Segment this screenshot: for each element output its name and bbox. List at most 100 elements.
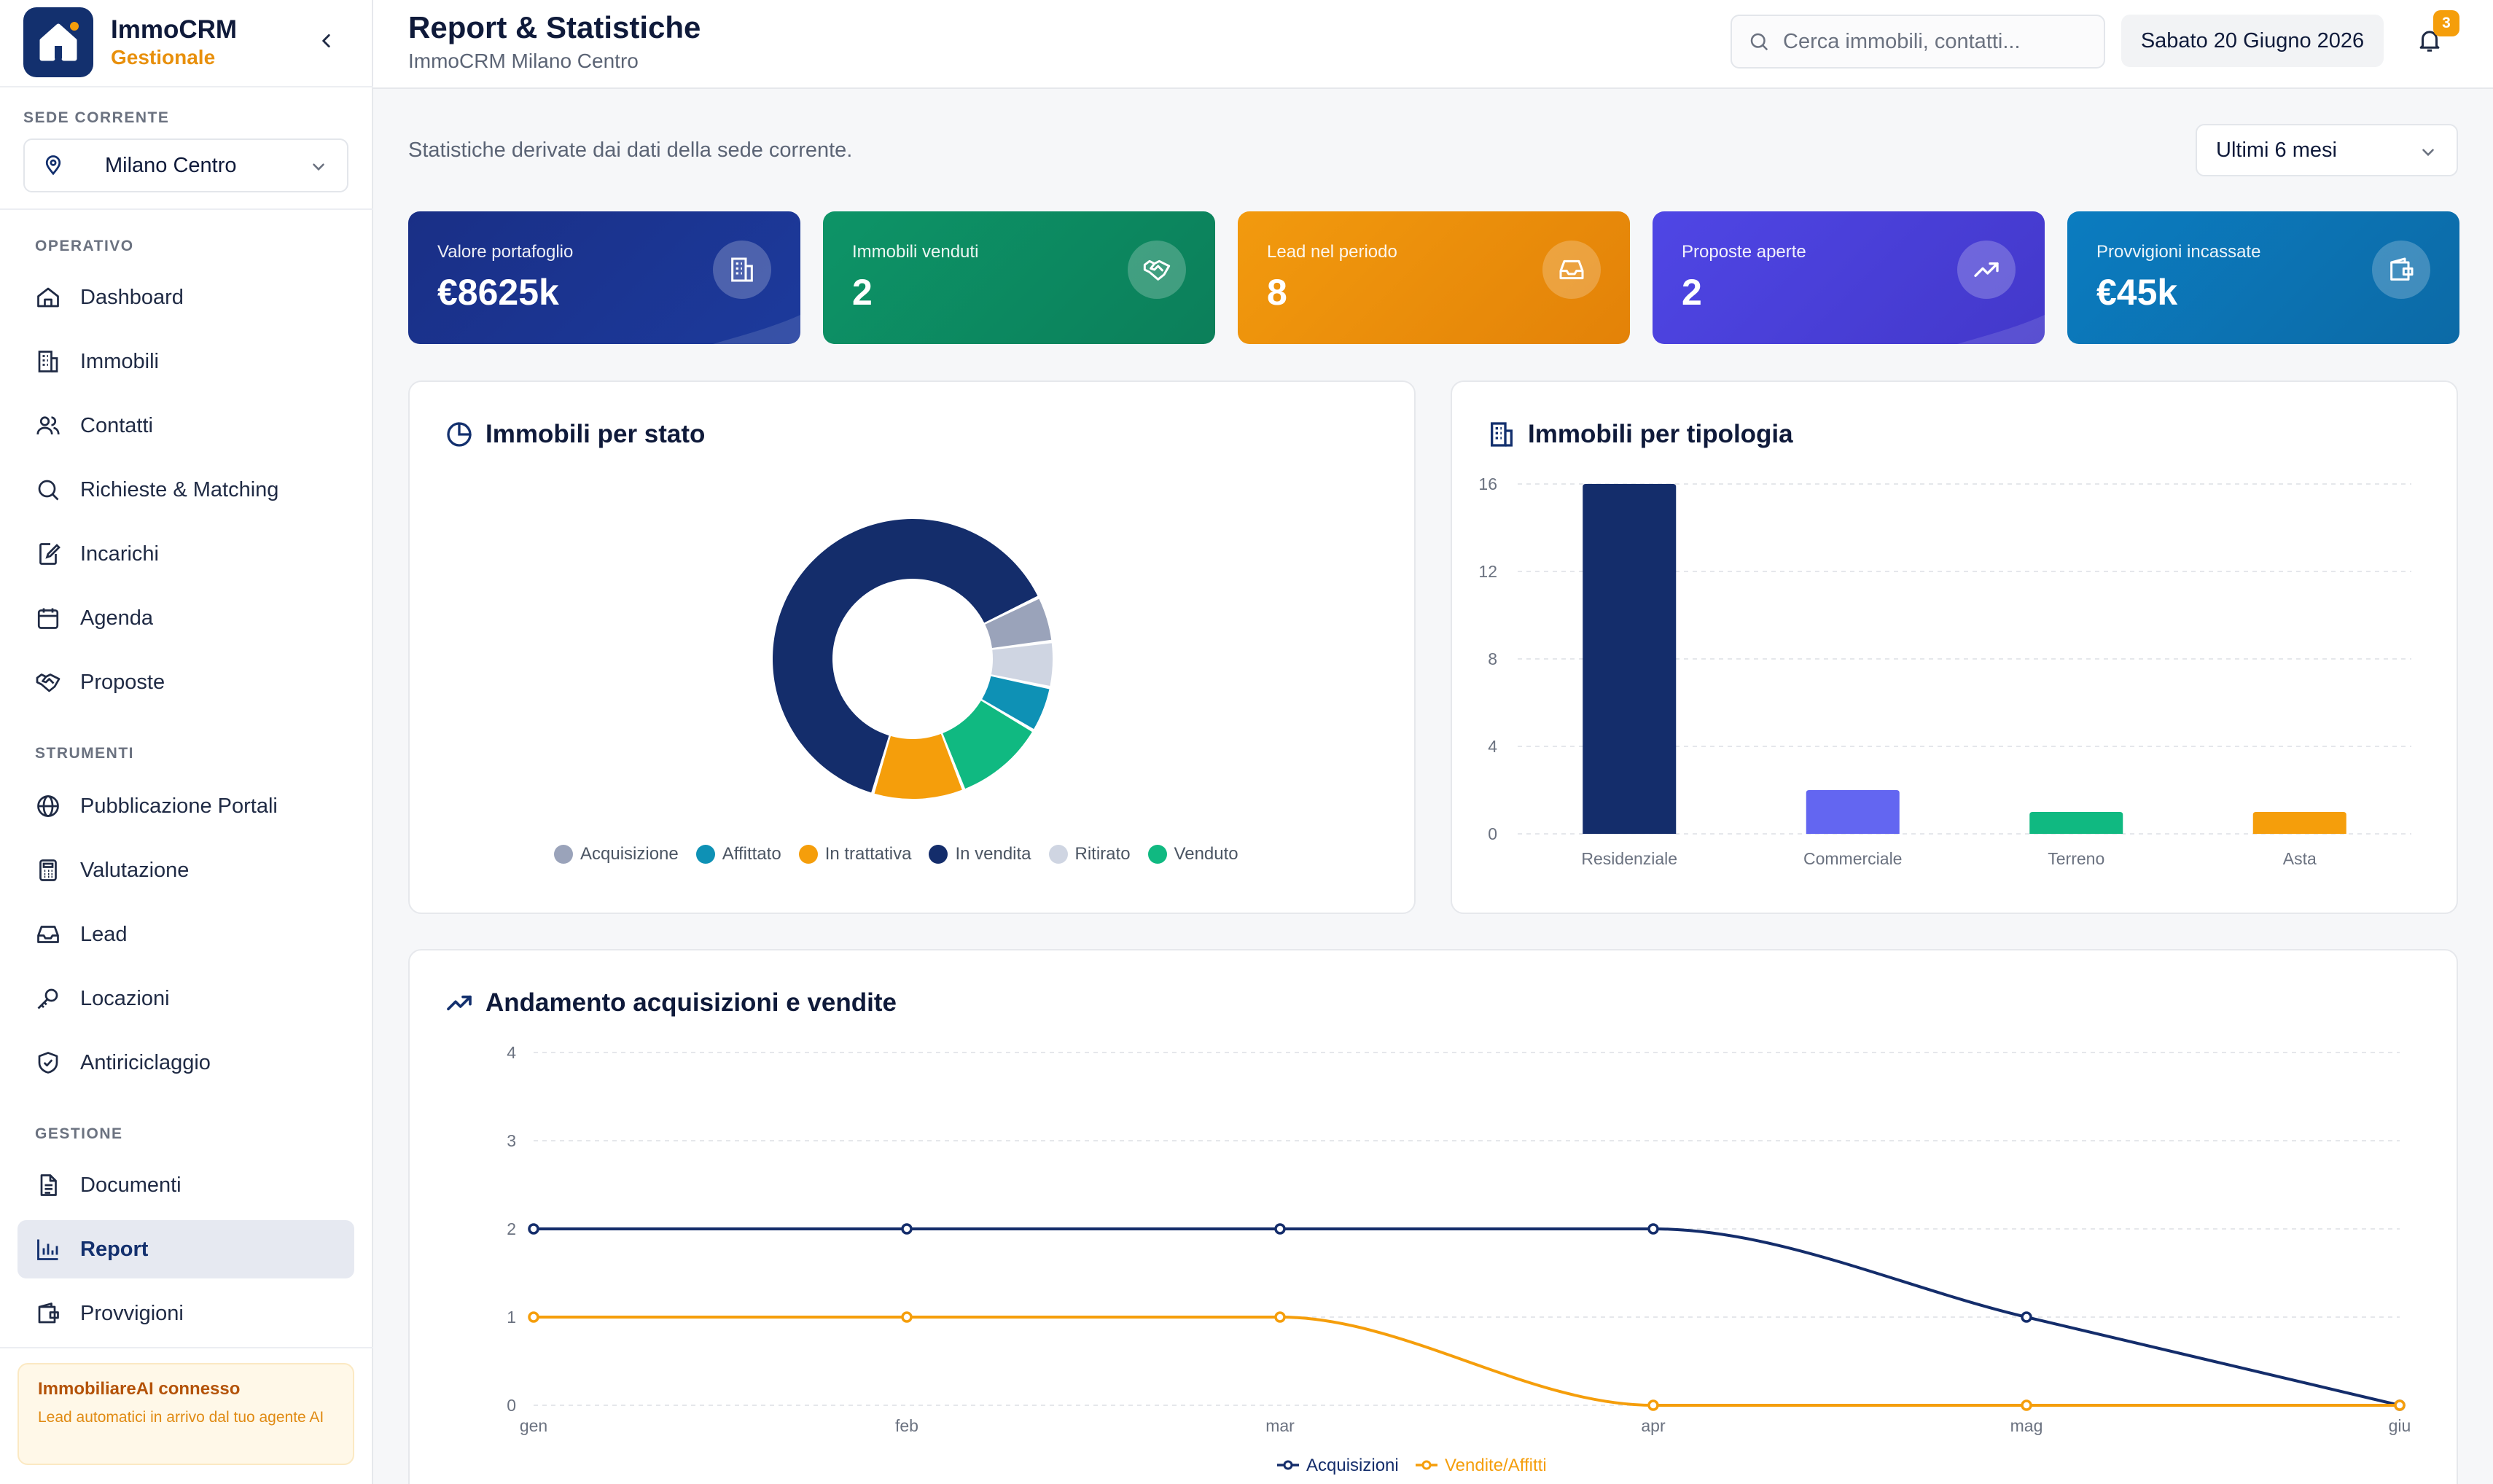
kpi-value: 2 — [1682, 272, 1702, 313]
data-point[interactable] — [2394, 1399, 2406, 1411]
sidebar-item-contatti[interactable]: Contatti — [17, 397, 354, 455]
building-icon — [713, 241, 771, 299]
data-point[interactable] — [901, 1223, 913, 1235]
sidebar-item-immobili[interactable]: Immobili — [17, 332, 354, 391]
kpi-valore-portafoglio[interactable]: Valore portafoglio €8625k — [408, 211, 800, 344]
sidebar-item-provvigioni[interactable]: Provvigioni — [17, 1284, 354, 1343]
card-title-text: Andamento acquisizioni e vendite — [485, 988, 897, 1017]
page-subtitle: ImmoCRM Milano Centro — [408, 50, 639, 72]
sidebar-item-incarichi[interactable]: Incarichi — [17, 525, 354, 583]
y-tick-label: 3 — [507, 1131, 516, 1150]
card-title-text: Immobili per tipologia — [1528, 420, 1793, 448]
data-point[interactable] — [1274, 1311, 1286, 1323]
sede-select[interactable]: Milano Centro — [23, 138, 348, 192]
brand[interactable]: ImmoCRM Gestionale — [23, 7, 237, 77]
data-point[interactable] — [1647, 1223, 1659, 1235]
data-point[interactable] — [901, 1311, 913, 1323]
document-icon — [40, 1174, 57, 1196]
bell-icon[interactable] — [2416, 26, 2443, 54]
legend-marker — [1421, 1460, 1432, 1470]
data-point[interactable] — [528, 1311, 539, 1323]
trending-up-icon — [1957, 241, 2016, 299]
divider — [0, 86, 373, 87]
donut-slice-in-trattativa[interactable] — [874, 733, 962, 799]
section-label-operativo: OPERATIVO — [35, 238, 134, 254]
bar-residenziale[interactable] — [1583, 484, 1677, 834]
bar-chart: 0 4 8 12 16 Residenziale Commerciale Terreno Ast… — [1478, 475, 2411, 868]
bar-asta[interactable] — [2252, 812, 2346, 834]
card-immobili-per-stato: Immobili per stato Acquisizione Affittato… — [408, 380, 1416, 914]
sidebar-item-locazioni[interactable]: Locazioni — [17, 969, 354, 1028]
pie-chart-icon — [447, 422, 472, 447]
sidebar-item-dashboard[interactable]: Dashboard — [17, 268, 354, 327]
sidebar-item-label: Immobili — [80, 349, 159, 373]
donut-slice-affittato[interactable] — [982, 676, 1050, 730]
ai-status-box[interactable]: ImmobiliareAI connesso Lead automatici i… — [17, 1363, 354, 1465]
data-point[interactable] — [2021, 1399, 2032, 1411]
legend-label: In trattativa — [824, 844, 912, 864]
legend-item[interactable]: Affittato — [695, 844, 781, 864]
sidebar-item-documenti[interactable]: Documenti — [17, 1156, 354, 1214]
app-subtitle: Gestionale — [111, 46, 216, 69]
app-name: ImmoCRM — [111, 15, 238, 44]
legend-item[interactable]: Ritirato — [1048, 844, 1131, 864]
sidebar-item-lead[interactable]: Lead — [17, 905, 354, 964]
search-input[interactable]: Cerca immobili, contatti... — [1731, 15, 2105, 69]
ai-status-title: ImmobiliareAI connesso — [38, 1379, 241, 1399]
sidebar: ImmoCRM Gestionale SEDE CORRENTE Milano … — [0, 0, 373, 1484]
period-select[interactable]: Ultimi 6 mesi — [2196, 124, 2458, 176]
kpi-label: Proposte aperte — [1682, 242, 1806, 262]
legend-item[interactable]: Acquisizione — [554, 844, 679, 864]
data-point[interactable] — [2021, 1311, 2032, 1323]
legend-swatch — [929, 845, 948, 864]
donut-slice-ritirato[interactable] — [991, 643, 1053, 686]
sidebar-item-agenda[interactable]: Agenda — [17, 589, 354, 647]
kpi-proposte-aperte[interactable]: Proposte aperte 2 — [1653, 211, 2045, 344]
legend-item[interactable]: Acquisizioni — [1277, 1456, 1399, 1475]
donut-slice-venduto[interactable] — [943, 700, 1032, 789]
legend-item[interactable]: In trattativa — [798, 844, 912, 864]
sidebar-item-label: Incarichi — [80, 542, 159, 566]
wallet-icon — [38, 1303, 59, 1324]
legend-swatch — [1048, 845, 1068, 864]
donut-slice-acquisizione[interactable] — [985, 598, 1052, 648]
sidebar-item-proposte[interactable]: Proposte — [17, 653, 354, 711]
donut-legend: Acquisizione Affittato In trattativa In ven… — [554, 844, 1256, 864]
legend-label: Acquisizioni — [1306, 1456, 1399, 1475]
data-point[interactable] — [1647, 1399, 1659, 1411]
legend-item[interactable]: In vendita — [929, 844, 1031, 864]
donut-slice-in-vendita[interactable] — [773, 519, 1038, 793]
chevron-left-icon — [322, 34, 330, 47]
bar-commerciale[interactable] — [1806, 790, 1900, 834]
sidebar-item-report[interactable]: Report — [17, 1220, 354, 1278]
shield-check-icon — [38, 1052, 58, 1074]
legend-swatch — [798, 845, 818, 864]
kpi-value: €8625k — [437, 272, 559, 313]
x-tick-label: Terreno — [2048, 849, 2104, 868]
chevron-down-icon — [313, 163, 324, 171]
sidebar-item-richieste[interactable]: Richieste & Matching — [17, 461, 354, 519]
kpi-value: €45k — [2096, 272, 2178, 313]
sidebar-item-label: Provvigioni — [80, 1301, 184, 1325]
kpi-immobili-venduti[interactable]: Immobili venduti 2 — [823, 211, 1215, 344]
handshake-icon — [36, 673, 61, 692]
sidebar-item-antiriciclaggio[interactable]: Antiriciclaggio — [17, 1034, 354, 1092]
donut-chart — [773, 519, 1053, 799]
legend-item[interactable]: Venduto — [1147, 844, 1238, 864]
sidebar-item-valutazione[interactable]: Valutazione — [17, 841, 354, 899]
kpi-lead-periodo[interactable]: Lead nel periodo 8 — [1238, 211, 1630, 344]
x-tick-label: Commerciale — [1803, 849, 1902, 868]
sidebar-item-pubblicazione-portali[interactable]: Pubblicazione Portali — [17, 777, 354, 835]
legend-item[interactable]: Vendite/Affitti — [1416, 1456, 1547, 1475]
bar-terreno[interactable] — [2029, 812, 2123, 834]
sidebar-item-label: Agenda — [80, 606, 153, 630]
collapse-sidebar-button[interactable] — [312, 26, 341, 55]
data-point[interactable] — [528, 1223, 539, 1235]
y-tick-label: 0 — [1488, 824, 1497, 843]
bar-chart-icon — [37, 1239, 58, 1260]
kpi-value: 8 — [1267, 272, 1287, 313]
legend-label: Ritirato — [1074, 844, 1131, 864]
kpi-provvigioni-incassate[interactable]: Provvigioni incassate €45k — [2067, 211, 2459, 344]
data-point[interactable] — [1274, 1223, 1286, 1235]
divider — [0, 208, 373, 210]
